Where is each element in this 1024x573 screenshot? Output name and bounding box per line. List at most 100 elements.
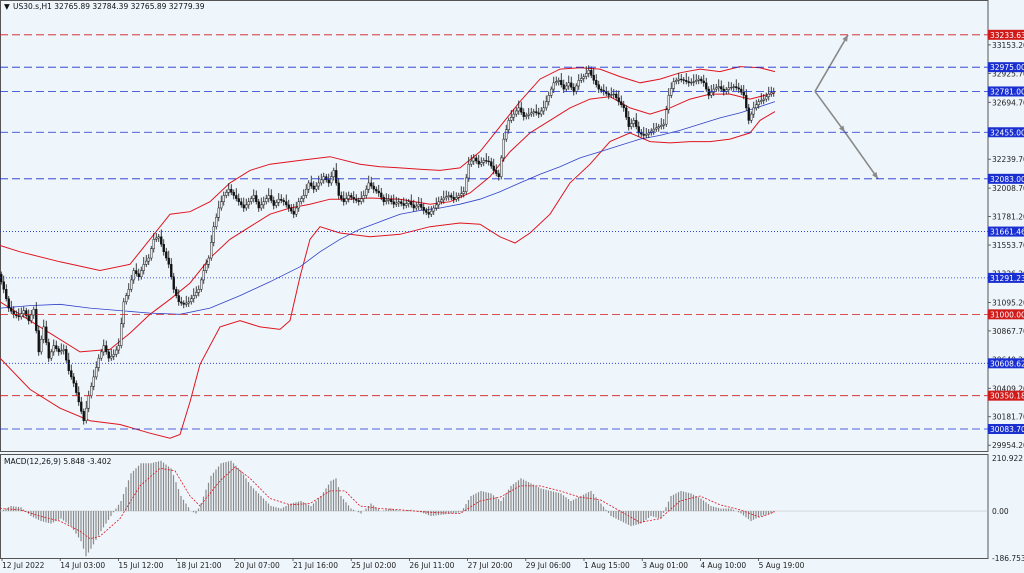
candle-body [750,113,753,121]
level-label: 30083.70 [990,425,1024,434]
candle-body [155,237,158,240]
candle-body [217,207,220,218]
candle-body [227,188,230,193]
candle-body [90,386,93,396]
candle-body [252,195,255,199]
candle-body [657,126,660,129]
macd-panel [0,454,989,559]
candle-body [545,101,548,109]
candle-body [195,292,198,296]
candle-body [560,80,563,85]
candle-body [420,203,423,208]
candle-body [7,298,10,309]
level-label-box [988,62,1024,73]
candle-body [605,91,608,94]
candle-body [62,349,65,351]
x-tick-label: 25 Jul 02:00 [351,561,396,570]
level-label: 31661.46 [990,228,1024,237]
candle-body [610,94,613,96]
candle-body [450,195,453,198]
candle-body [362,195,365,199]
y-tick-label: 33153.20 [992,41,1024,50]
level-label-box [988,272,1024,283]
candle-body [675,80,678,82]
candle-body [372,185,375,190]
y-tick-label: 31095.20 [992,298,1024,307]
candle-body [515,110,518,115]
candle-body [127,289,130,296]
candle-body [765,96,768,100]
candle-body [305,188,308,196]
y-tick-label: 32694.70 [992,98,1024,107]
candle-body [107,351,110,359]
x-tick-label: 12 Jul 2022 [2,561,45,570]
level-label-box [988,127,1024,138]
candle-body [42,326,45,340]
candle-body [405,203,408,206]
candle-body [480,162,483,165]
candle-body [297,201,300,209]
candle-body [230,188,233,193]
time-axis: 12 Jul 2022 14 Jul 03:00 15 Jul 12:00 18 Ju… [1,558,805,570]
candle-body [140,270,143,278]
dropdown-arrow-icon[interactable]: ▼ [4,2,10,11]
candle-body [462,191,465,194]
candle-body [220,201,223,209]
candle-body [422,207,425,211]
candle-body [685,80,688,82]
candle-body [310,182,313,187]
candle-body [717,86,720,89]
candle-body [225,192,228,196]
candle-body [87,395,90,409]
candle-body [277,198,280,203]
candle-body [767,93,770,97]
candle-body [327,179,330,184]
candle-body [122,301,125,324]
candle-body [192,295,195,299]
candle-body [590,70,593,76]
candle-body [207,257,210,265]
candle-body [582,76,585,79]
candle-body [410,201,413,206]
candle-body [210,242,213,259]
candle-body [160,236,163,245]
candle-body [295,207,298,215]
candle-body [375,188,378,192]
candle-body [472,157,475,162]
candle-body [45,326,48,343]
candle-body [100,351,103,359]
candle-body [360,198,363,202]
candle-body [445,196,448,199]
candle-body [392,201,395,205]
candle-body [497,173,500,177]
candle-body [242,204,245,209]
candle-body [527,113,530,116]
candle-body [332,170,335,177]
x-tick-label: 29 Jul 06:00 [526,561,571,570]
candle-body [487,160,490,163]
candle-body [687,81,690,84]
macd-tick-label: -186.753 [992,554,1024,563]
candle-body [2,281,5,290]
candle-body [167,257,170,265]
candle-body [200,279,203,290]
level-lines: 33233.63 32975.00 32781.00 32455.00 32083.00… [0,29,1024,435]
candle-body [642,133,645,136]
candle-body [77,392,80,403]
candle-body [282,200,285,202]
level-label: 31000.00 [990,310,1024,319]
candle-body [185,302,188,305]
candle-body [505,129,508,140]
level-label: 31291.23 [990,274,1024,283]
projection-arrowhead [838,125,845,133]
candle-body [645,133,648,136]
candle-body [390,198,393,202]
candle-body [490,161,493,167]
candle-body [507,120,510,131]
candle-body [655,127,658,130]
candle-body [182,302,185,305]
candle-body [600,88,603,91]
candle-body [50,351,53,359]
candle-body [275,202,278,206]
candle-body [547,95,550,102]
